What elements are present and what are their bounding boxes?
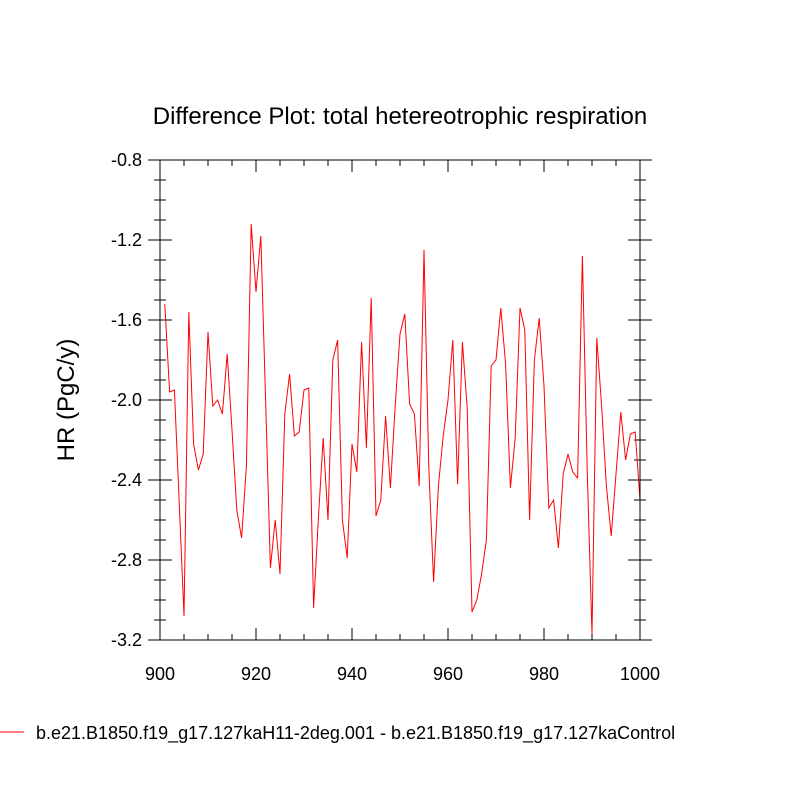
plot-frame xyxy=(159,159,641,641)
chart-title: Difference Plot: total hetereotrophic re… xyxy=(153,103,648,130)
x-tick-label: 980 xyxy=(529,664,559,684)
y-tick-label: -1.2 xyxy=(111,230,142,250)
plot-area: 900 920 940 960 980 1000 -3.2 -2.8 -2.4 -2.0 -1.6 -… xyxy=(111,150,660,684)
legend-label: b.e21.B1850.f19_g17.127kaH11-2deg.001 - … xyxy=(36,723,675,744)
y-tick-label: -3.2 xyxy=(111,630,142,650)
y-tick-label: -1.6 xyxy=(111,310,142,330)
y-tick-label: -0.8 xyxy=(111,150,142,170)
x-tick-label: 960 xyxy=(433,664,463,684)
y-tick-label: -2.8 xyxy=(111,550,142,570)
series-line xyxy=(164,223,641,635)
x-tick-label: 920 xyxy=(241,664,271,684)
x-tick-label: 1000 xyxy=(620,664,660,684)
x-tick-label: 900 xyxy=(145,664,175,684)
y-tick-label: -2.4 xyxy=(111,470,142,490)
y-tick-label: -2.0 xyxy=(111,390,142,410)
legend: b.e21.B1850.f19_g17.127kaH11-2deg.001 - … xyxy=(0,723,675,744)
y-axis-label: HR (PgC/y) xyxy=(53,339,80,462)
x-tick-label: 940 xyxy=(337,664,367,684)
